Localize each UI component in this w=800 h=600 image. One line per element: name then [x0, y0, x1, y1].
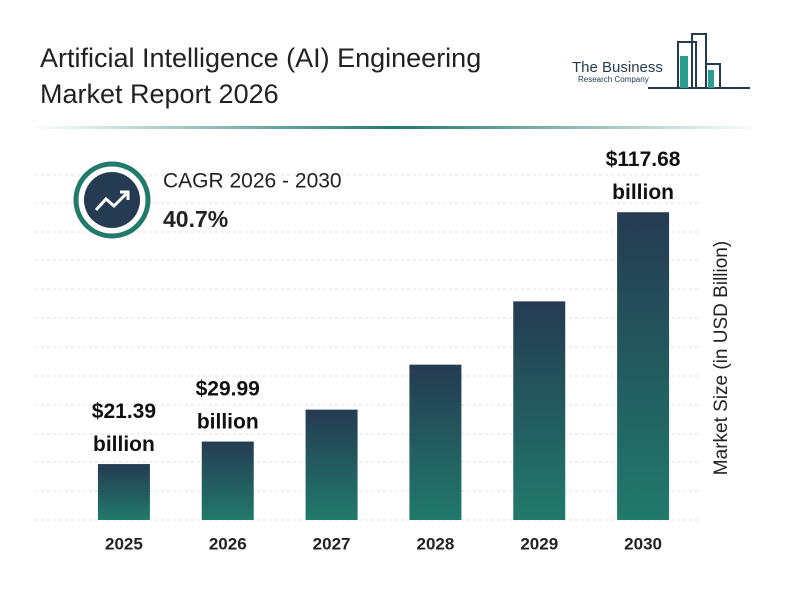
x-tick-label: 2025 [105, 534, 143, 553]
x-tick-label: 2028 [417, 534, 455, 553]
cagr-arrow [120, 190, 130, 200]
chart-title: Artificial Intelligence (AI) Engineering… [40, 43, 482, 109]
x-tick-label: 2029 [520, 534, 558, 553]
value-label: $21.39 billion [92, 400, 156, 456]
cagr-label: CAGR 2026 - 2030 [163, 170, 342, 193]
cagr-value: 40.7% [163, 206, 228, 232]
x-tick-label: 2030 [624, 534, 662, 553]
value-label: $29.99 billion [196, 377, 260, 433]
bar [97, 464, 150, 520]
cagr-arrow [94, 190, 130, 212]
y-axis-label: Market Size (in USD Billion) [711, 241, 732, 475]
logo-text: The Business [572, 59, 663, 76]
logo-subtext: Research Company [578, 75, 649, 84]
x-tick-label: 2026 [209, 534, 247, 553]
grid [35, 174, 700, 521]
bar [409, 364, 462, 520]
bar [201, 441, 254, 520]
cagr-icon-inner [84, 172, 140, 228]
bar [305, 409, 358, 520]
value-label: $117.68 billion [606, 148, 681, 204]
x-tick-label: 2027 [313, 534, 351, 553]
bar [513, 301, 566, 520]
logo: The Business Research Company [572, 33, 750, 89]
bar [617, 212, 670, 520]
divider [30, 126, 760, 129]
